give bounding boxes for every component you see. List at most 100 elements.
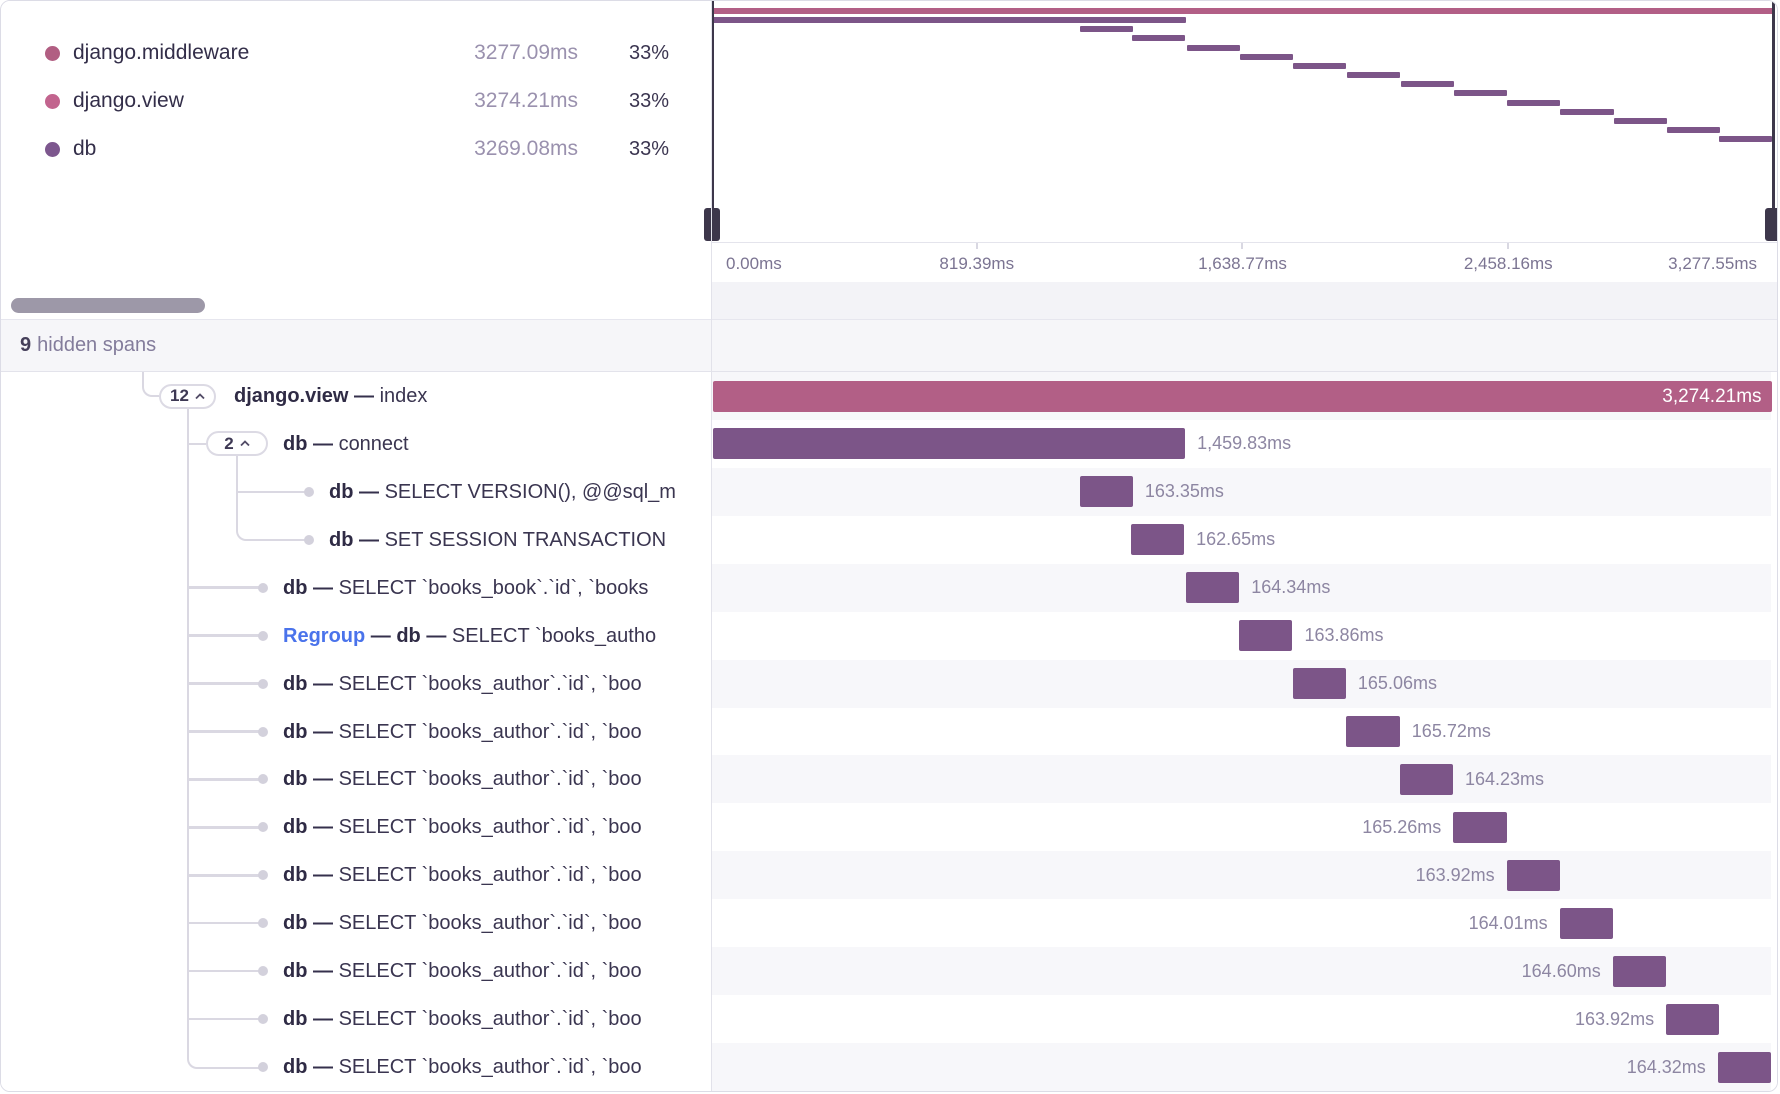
row-stripe bbox=[711, 659, 1771, 708]
span-bullet-dot bbox=[304, 534, 314, 545]
span-bar[interactable] bbox=[1453, 811, 1507, 843]
chevron-up-icon bbox=[240, 440, 250, 447]
span-duration-label: 164.34ms bbox=[1251, 577, 1331, 598]
panel-divider bbox=[711, 1, 712, 1091]
minimap-span-bar bbox=[1346, 72, 1401, 79]
minimap-span-bar bbox=[1239, 53, 1293, 60]
span-bar[interactable] bbox=[1666, 1003, 1720, 1035]
minimap-handle-left[interactable] bbox=[704, 208, 720, 241]
span-bullet-dot bbox=[258, 774, 268, 785]
tree-connector-trunk bbox=[235, 456, 239, 531]
span-duration-label: 165.72ms bbox=[1411, 721, 1491, 741]
span-bar[interactable] bbox=[1399, 763, 1453, 795]
span-bar[interactable]: 3,274.21ms bbox=[712, 380, 1772, 412]
tree-connector-branch bbox=[189, 969, 259, 973]
axis-tick-label: 3,277.55ms bbox=[1668, 254, 1757, 273]
minimap-span-bar bbox=[1131, 35, 1185, 42]
span-collapse-toggle[interactable]: 2 bbox=[206, 431, 268, 457]
legend-label: db bbox=[73, 137, 97, 160]
span-bullet-dot bbox=[258, 630, 268, 641]
tree-connector-elbow bbox=[235, 530, 307, 542]
horizontal-scrollbar-thumb[interactable] bbox=[11, 298, 205, 313]
regroup-link[interactable]: Regroup bbox=[283, 624, 366, 647]
legend-duration: 3269.08ms bbox=[474, 137, 578, 160]
span-row-label[interactable]: django.view — index bbox=[234, 385, 428, 407]
minimap-selection-right-edge[interactable] bbox=[1772, 1, 1775, 241]
span-bar[interactable] bbox=[1131, 524, 1185, 556]
legend-item[interactable]: db 3269.08ms 33% bbox=[1, 125, 711, 173]
span-row-label[interactable]: db — connect bbox=[283, 432, 409, 455]
span-duration-label: 163.92ms bbox=[1575, 1008, 1655, 1029]
span-duration-label: 165.06ms bbox=[1357, 673, 1437, 694]
span-bar[interactable] bbox=[1612, 955, 1666, 987]
chevron-up-icon bbox=[195, 392, 205, 399]
minimap-selection-left-edge[interactable] bbox=[711, 1, 714, 241]
row-stripe bbox=[711, 467, 1771, 516]
minimap-span-bar bbox=[1507, 99, 1561, 106]
legend-duration: 3277.09ms bbox=[474, 41, 578, 64]
tree-connector-branch bbox=[189, 730, 259, 733]
tree-connector-branch bbox=[189, 586, 259, 589]
legend-percent: 33% bbox=[628, 89, 669, 112]
minimap-handle-right[interactable] bbox=[1765, 208, 1777, 241]
span-row-label[interactable]: Regroup — db — SELECT `books_autho bbox=[283, 624, 657, 647]
tree-connector-branch bbox=[189, 442, 206, 446]
span-row-label[interactable]: db — SELECT `books_book`.`id`, `books bbox=[283, 576, 649, 599]
row-stripe bbox=[711, 563, 1771, 612]
legend-color-dot bbox=[45, 141, 60, 157]
legend-item[interactable]: django.middleware 3277.09ms 33% bbox=[1, 29, 711, 77]
axis-tick-label: 0.00ms bbox=[726, 254, 782, 273]
legend-percent: 33% bbox=[628, 137, 669, 160]
span-row-label[interactable]: db — SET SESSION TRANSACTION bbox=[329, 528, 667, 551]
span-bar[interactable] bbox=[1292, 668, 1346, 700]
axis-tick-label: 2,458.16ms bbox=[1463, 254, 1553, 273]
span-row-label[interactable]: db — SELECT `books_author`.`id`, `boo bbox=[283, 720, 642, 743]
minimap-span-bar bbox=[1400, 81, 1454, 88]
span-duration-label: 163.35ms bbox=[1144, 481, 1224, 502]
span-row-label[interactable]: db — SELECT `books_author`.`id`, `boo bbox=[283, 672, 642, 695]
span-duration-label: 164.60ms bbox=[1521, 960, 1601, 981]
tree-connector-branch bbox=[189, 826, 259, 829]
legend-percent: 33% bbox=[628, 41, 669, 64]
legend-item[interactable]: django.view 3274.21ms 33% bbox=[1, 77, 711, 125]
row-stripe bbox=[711, 947, 1771, 996]
row-stripe bbox=[711, 755, 1771, 804]
span-bar[interactable] bbox=[1186, 572, 1240, 604]
span-collapse-toggle[interactable]: 12 bbox=[159, 383, 216, 409]
legend-color-dot bbox=[45, 93, 60, 109]
span-row-label[interactable]: db — SELECT `books_author`.`id`, `boo bbox=[283, 768, 642, 791]
span-row-label[interactable]: db — SELECT VERSION(), @@sql_m bbox=[329, 480, 676, 503]
span-bullet-dot bbox=[258, 966, 268, 977]
row-stripe bbox=[711, 851, 1771, 900]
span-row-label[interactable]: db — SELECT `books_author`.`id`, `boo bbox=[283, 864, 642, 887]
span-row-label[interactable]: db — SELECT `books_author`.`id`, `boo bbox=[283, 816, 642, 839]
span-row-label[interactable]: db — SELECT `books_author`.`id`, `boo bbox=[283, 1008, 642, 1031]
span-duration-label: 3,274.21ms bbox=[1662, 385, 1762, 407]
span-bullet-dot bbox=[258, 822, 268, 833]
span-bullet-dot bbox=[258, 1062, 268, 1073]
axis-tick-mark bbox=[1241, 243, 1244, 249]
span-bar[interactable] bbox=[712, 428, 1186, 460]
span-bullet-dot bbox=[258, 870, 268, 881]
minimap-span-bar bbox=[712, 8, 1773, 14]
span-row-label[interactable]: db — SELECT `books_author`.`id`, `boo bbox=[283, 960, 642, 983]
minimap-span-bar bbox=[1453, 90, 1508, 97]
trace-legend: django.middleware 3277.09ms 33% django.v… bbox=[1, 1, 711, 282]
span-bar[interactable] bbox=[1717, 1051, 1771, 1083]
span-bar[interactable] bbox=[1559, 907, 1613, 939]
scrollbar-row bbox=[1, 282, 1777, 320]
span-duration-label: 162.65ms bbox=[1196, 529, 1276, 550]
span-bullet-dot bbox=[258, 1014, 268, 1025]
span-bullet-dot bbox=[258, 726, 268, 737]
span-bar[interactable] bbox=[1080, 476, 1133, 508]
tree-connector-branch bbox=[189, 921, 259, 925]
span-bar[interactable] bbox=[1346, 716, 1400, 747]
span-duration-label: 164.01ms bbox=[1468, 912, 1548, 933]
trace-minimap[interactable] bbox=[704, 1, 1777, 242]
axis-tick-label: 819.39ms bbox=[939, 254, 1015, 273]
span-row-label[interactable]: db — SELECT `books_author`.`id`, `boo bbox=[283, 1056, 642, 1079]
hidden-spans-row[interactable]: 9 hidden spans bbox=[1, 320, 1777, 372]
span-bar[interactable] bbox=[1239, 620, 1293, 652]
span-bar[interactable] bbox=[1506, 859, 1560, 891]
span-row-label[interactable]: db — SELECT `books_author`.`id`, `boo bbox=[283, 912, 642, 935]
